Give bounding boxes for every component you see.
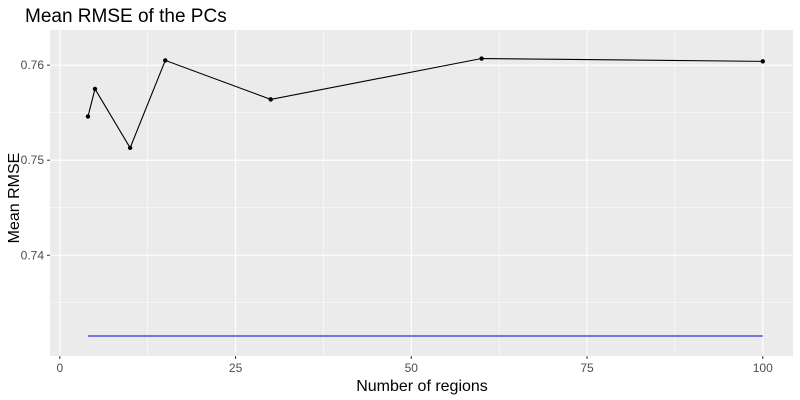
x-tick-label: 100 bbox=[753, 361, 773, 375]
y-axis-title: Mean RMSE bbox=[6, 153, 23, 244]
minor-gridlines bbox=[50, 30, 793, 356]
x-tick-label: 75 bbox=[580, 361, 594, 375]
y-tick-label: 0.76 bbox=[21, 58, 45, 72]
data-point bbox=[760, 59, 765, 64]
y-tick-label: 0.75 bbox=[21, 153, 45, 167]
chart-title: Mean RMSE of the PCs bbox=[25, 6, 227, 27]
y-tick-label: 0.74 bbox=[21, 248, 45, 262]
x-tick-labels: 0 25 50 75 100 bbox=[56, 361, 773, 375]
x-tick-label: 50 bbox=[405, 361, 419, 375]
data-point bbox=[268, 97, 273, 102]
data-point bbox=[127, 145, 133, 151]
plot-panel bbox=[50, 30, 793, 356]
major-gridlines bbox=[50, 30, 793, 356]
axis-ticks bbox=[47, 64, 764, 359]
data-point bbox=[85, 114, 91, 119]
x-axis-title: Number of regions bbox=[356, 378, 488, 395]
data-point bbox=[479, 56, 484, 61]
x-tick-label: 0 bbox=[56, 361, 63, 375]
x-tick-label: 25 bbox=[229, 361, 243, 375]
data-point bbox=[163, 58, 168, 63]
data-point bbox=[92, 86, 98, 92]
data-marks bbox=[85, 56, 765, 337]
y-tick-labels: 0.74 0.75 0.76 bbox=[21, 58, 45, 262]
